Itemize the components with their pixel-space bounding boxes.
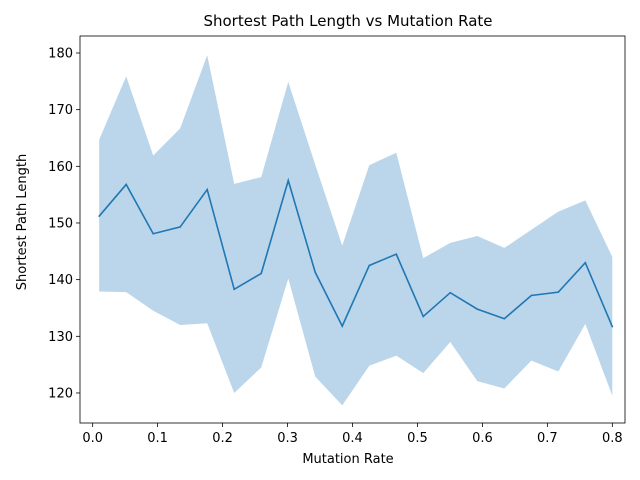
- data-point: [395, 253, 398, 255]
- data-point: [98, 215, 100, 217]
- x-tick-label: 0.8: [602, 431, 623, 446]
- data-point: [287, 179, 290, 182]
- data-point: [449, 291, 452, 294]
- x-tick-label: 0.0: [82, 431, 103, 446]
- x-tick-label: 0.4: [342, 431, 363, 446]
- x-axis: 0.0 0.1 0.2 0.3 0.4 0.5 0.6 0.7 0.8: [82, 423, 623, 446]
- x-tick-label: 0.6: [472, 431, 493, 446]
- y-axis-title: Shortest Path Length: [15, 154, 30, 290]
- confidence-band: [99, 55, 613, 406]
- data-point: [503, 317, 506, 320]
- x-axis-title: Mutation Rate: [302, 452, 393, 467]
- data-point: [422, 315, 425, 318]
- y-tick-label: 180: [48, 46, 73, 61]
- y-tick-label: 120: [48, 386, 73, 401]
- data-point: [584, 261, 587, 264]
- data-point: [611, 325, 614, 328]
- data-point: [530, 294, 533, 297]
- data-point: [341, 325, 344, 327]
- data-point: [206, 188, 208, 191]
- data-point: [125, 183, 127, 186]
- data-point: [314, 271, 317, 274]
- x-tick-label: 0.2: [212, 431, 233, 446]
- y-axis: 120 130 140 150 160 170 180: [48, 46, 80, 401]
- y-tick-label: 130: [48, 330, 73, 345]
- data-point: [260, 272, 263, 275]
- y-tick-label: 140: [48, 273, 73, 288]
- x-tick-label: 0.7: [537, 431, 558, 446]
- plot-area: [98, 55, 614, 406]
- data-point: [368, 264, 371, 267]
- y-tick-label: 160: [48, 160, 73, 175]
- data-point: [557, 291, 560, 293]
- data-point: [476, 308, 479, 310]
- data-point: [179, 226, 181, 228]
- data-point: [152, 232, 155, 235]
- x-tick-label: 0.1: [147, 431, 168, 446]
- series-line: [98, 177, 614, 328]
- x-tick-label: 0.3: [277, 431, 298, 446]
- x-tick-label: 0.5: [407, 431, 428, 446]
- y-tick-label: 150: [48, 216, 73, 231]
- chart-title: Shortest Path Length vs Mutation Rate: [203, 12, 492, 30]
- data-point: [233, 288, 236, 291]
- y-tick-label: 170: [48, 103, 73, 118]
